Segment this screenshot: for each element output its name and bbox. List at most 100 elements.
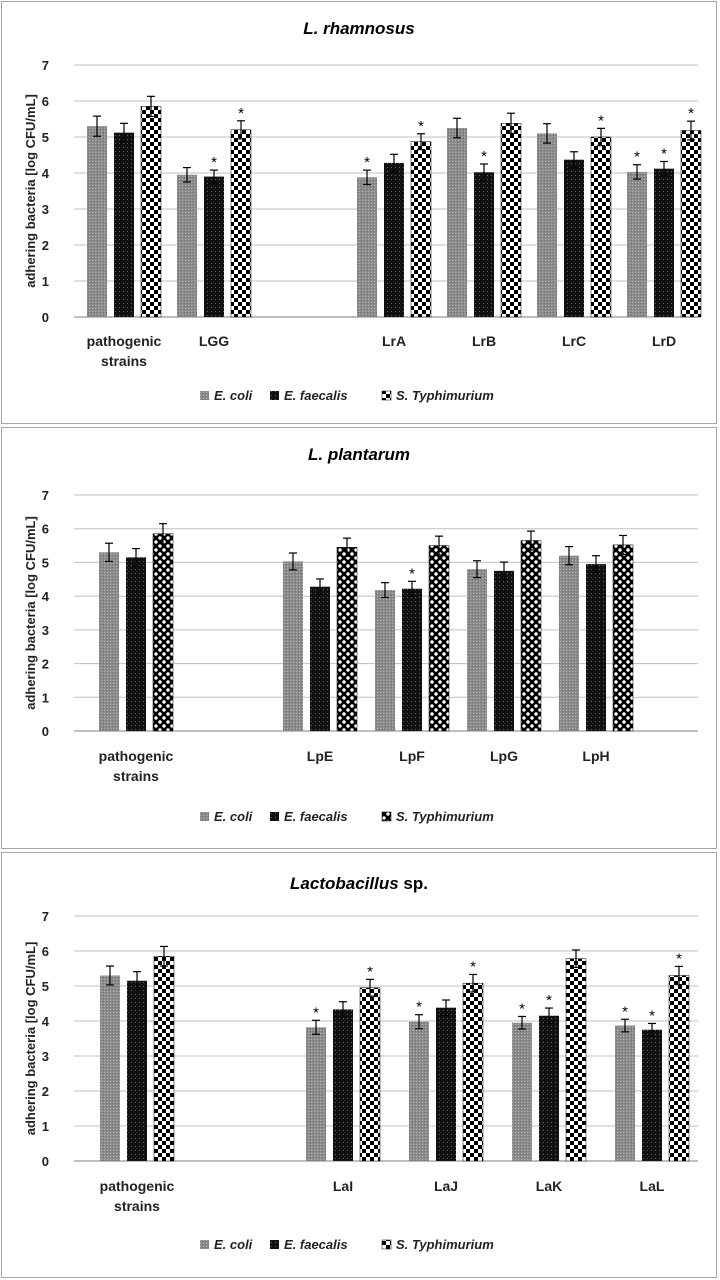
y-tick-label: 6 — [42, 94, 49, 109]
significance-marker: * — [634, 149, 640, 166]
chart-panel-lactobacillus-sp: Lactobacillus sp. 0 1 2 3 4 5 6 7 adhering bacter… — [1, 852, 717, 1278]
chart-svg: L. plantarum 0 1 2 3 4 5 6 7 adhering bacteria [l… — [23, 445, 698, 824]
bar-checker — [500, 123, 522, 318]
legend-label: S. Typhimurium — [396, 388, 494, 403]
chart-title: Lactobacillus sp. — [290, 874, 428, 893]
y-tick-label: 3 — [42, 1049, 49, 1064]
bar-checker — [668, 975, 690, 1162]
bar-ecoli — [99, 552, 119, 731]
bar-checker — [680, 130, 702, 318]
y-tick-label: 4 — [42, 166, 50, 181]
chart-title: L. rhamnosus — [303, 19, 414, 38]
y-axis-label: adhering bacteria [log CFU/mL] — [23, 94, 38, 288]
y-tick-label: 5 — [42, 555, 49, 570]
y-tick-label: 3 — [42, 623, 49, 638]
bar-holes — [336, 547, 358, 732]
significance-marker: * — [598, 112, 604, 129]
significance-marker: * — [409, 565, 415, 582]
bar-faecalis — [126, 557, 146, 731]
significance-marker: * — [649, 1007, 655, 1024]
bar-faecalis — [642, 1029, 662, 1161]
bar-faecalis — [654, 168, 674, 317]
significance-marker: * — [519, 1000, 525, 1017]
legend-swatch-faecalis — [270, 812, 279, 821]
y-tick-label: 7 — [42, 488, 49, 503]
y-tick-label: 2 — [42, 657, 49, 672]
bar-faecalis — [310, 586, 330, 731]
bar-ecoli — [627, 171, 647, 317]
chart-title: L. plantarum — [308, 445, 410, 464]
bar-ecoli — [100, 975, 120, 1161]
significance-marker: * — [416, 999, 422, 1016]
category-label: LaJ — [434, 1178, 458, 1194]
bar-faecalis — [474, 172, 494, 317]
bar-checker — [230, 129, 252, 318]
bar-ecoli — [306, 1027, 326, 1161]
y-tick-label: 2 — [42, 1084, 49, 1099]
category-label: LaL — [640, 1178, 665, 1194]
legend-swatch-faecalis — [270, 1240, 279, 1249]
chart-svg: L. rhamnosus 0 1 2 3 4 5 6 7 adhering bacteria [l… — [23, 19, 702, 403]
bar-holes — [428, 545, 450, 732]
y-tick-label: 2 — [42, 238, 49, 253]
category-label: LpF — [399, 748, 425, 764]
bar-checker — [359, 987, 381, 1162]
bar-faecalis — [564, 159, 584, 317]
y-tick-label: 1 — [42, 274, 49, 289]
legend-swatch-holes — [381, 811, 392, 822]
y-tick-label: 3 — [42, 202, 49, 217]
category-label: LrD — [652, 333, 676, 349]
significance-marker: * — [313, 1004, 319, 1021]
bar-ecoli — [409, 1021, 429, 1161]
legend-swatch-faecalis — [270, 391, 279, 400]
legend-label: E. faecalis — [284, 809, 348, 824]
legend-swatch-checker — [381, 1239, 392, 1250]
significance-marker: * — [622, 1003, 628, 1020]
legend-label: S. Typhimurium — [396, 1237, 494, 1252]
bar-faecalis — [204, 176, 224, 317]
y-tick-label: 7 — [42, 58, 49, 73]
significance-marker: * — [211, 154, 217, 171]
y-tick-label: 1 — [42, 1119, 49, 1134]
bar-faecalis — [436, 1007, 456, 1161]
y-tick-label: 1 — [42, 690, 49, 705]
bar-holes — [520, 540, 542, 732]
legend-label: E. faecalis — [284, 388, 348, 403]
significance-marker: * — [367, 963, 373, 980]
bar-ecoli — [357, 177, 377, 317]
y-tick-label: 5 — [42, 979, 49, 994]
legend-label: E. coli — [214, 1237, 253, 1252]
bar-ecoli — [177, 174, 197, 317]
bar-faecalis — [384, 162, 404, 317]
significance-marker: * — [418, 118, 424, 135]
legend-label: S. Typhimurium — [396, 809, 494, 824]
bar-ecoli — [512, 1022, 532, 1161]
bar-faecalis — [402, 588, 422, 731]
category-label: pathogenic strains — [87, 333, 162, 369]
legend-label: E. faecalis — [284, 1237, 348, 1252]
category-label: pathogenic strains — [99, 748, 174, 784]
significance-marker: * — [546, 992, 552, 1009]
y-tick-label: 6 — [42, 944, 49, 959]
significance-marker: * — [470, 958, 476, 975]
bar-ecoli — [467, 569, 487, 731]
bar-faecalis — [127, 980, 147, 1161]
significance-marker: * — [481, 148, 487, 165]
bar-holes — [612, 544, 634, 732]
y-tick-label: 7 — [42, 909, 49, 924]
bar-ecoli — [447, 128, 467, 317]
legend-swatch-checker — [381, 390, 392, 401]
bar-ecoli — [559, 555, 579, 731]
significance-marker: * — [238, 105, 244, 122]
legend-label: E. coli — [214, 809, 253, 824]
y-tick-label: 0 — [42, 310, 49, 325]
category-label: LaK — [536, 1178, 562, 1194]
category-label: LrA — [382, 333, 406, 349]
significance-marker: * — [364, 154, 370, 171]
bar-ecoli — [283, 561, 303, 731]
bar-faecalis — [539, 1015, 559, 1161]
chart-panel-l-rhamnosus: L. rhamnosus 0 1 2 3 4 5 6 7 adhering bacteria [l… — [1, 1, 717, 424]
category-label: LGG — [199, 333, 229, 349]
category-label: LpH — [582, 748, 609, 764]
category-label: pathogenic strains — [100, 1178, 175, 1214]
